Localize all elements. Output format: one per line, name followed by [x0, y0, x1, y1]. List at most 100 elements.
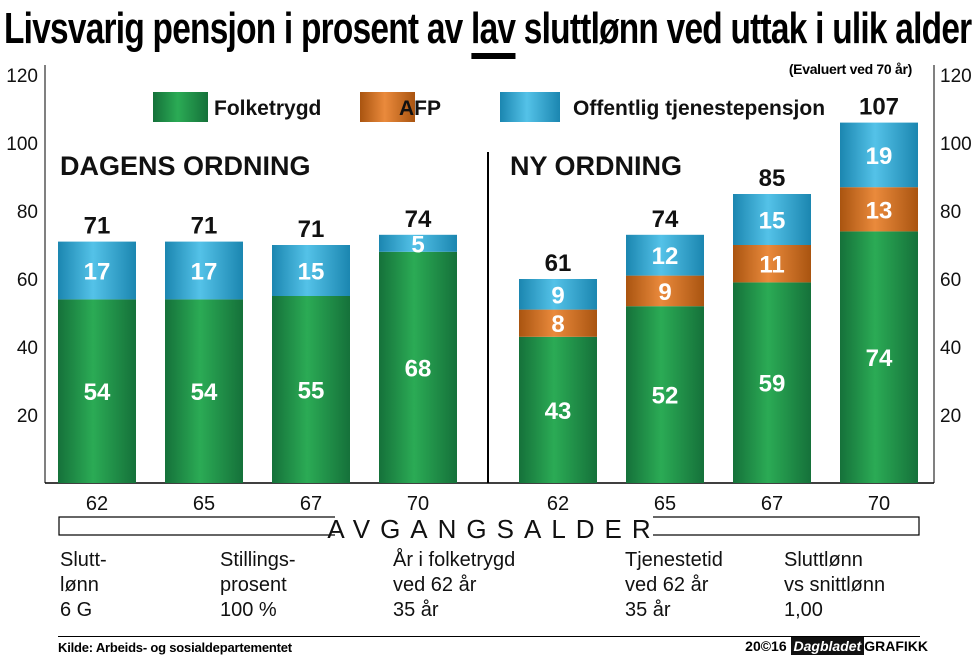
- bar-segment-label: 52: [652, 383, 679, 410]
- bar-segment-label: 13: [866, 197, 893, 224]
- axis-title-background: [335, 512, 653, 542]
- title-part-1: Livsvarig pensjon i prosent av: [4, 4, 472, 53]
- panel-title-dagens: DAGENS ORDNING: [60, 151, 311, 181]
- bar-segment-offentlig-tjenestepensjon: [840, 122, 918, 188]
- bar-segment-label: 5: [411, 231, 424, 258]
- bar-segment-folketrygd: [165, 299, 243, 483]
- parameter-line: År i folketrygd: [393, 549, 516, 571]
- x-tick-label: 65: [654, 493, 676, 515]
- bar-segment-offentlig-tjenestepensjon: [58, 241, 136, 300]
- bar-segment-label: 43: [545, 398, 572, 425]
- y-tick-label-left: 20: [17, 406, 38, 427]
- parameter-stillingsprosent: Stillings- prosent 100 %: [220, 548, 296, 623]
- x-axis-title: AVGANGSALDER: [327, 514, 660, 544]
- bar-segment-label: 12: [652, 243, 679, 270]
- parameter-line: ved 62 år: [393, 574, 477, 596]
- credit-year: 20©16: [745, 638, 787, 654]
- title-underlined-word: lav: [471, 4, 516, 53]
- x-tick-label: 70: [868, 493, 890, 515]
- bar-segment-label: 11: [759, 252, 784, 279]
- bar-segment-afp: [626, 275, 704, 307]
- bar-segment-offentlig-tjenestepensjon: [165, 241, 243, 300]
- parameter-line: ved 62 år: [625, 574, 709, 596]
- bar-segment-label: 74: [866, 345, 893, 372]
- bar-total-label: 71: [84, 213, 111, 240]
- bar-segment-folketrygd: [379, 251, 457, 483]
- bar-segment-offentlig-tjenestepensjon: [379, 234, 457, 252]
- parameter-value: 35 år: [625, 599, 671, 621]
- bar-segment-label: 54: [191, 379, 218, 406]
- bar-segment-offentlig-tjenestepensjon: [626, 234, 704, 276]
- parameter-line: Slutt-: [60, 549, 107, 571]
- bar-segment-folketrygd: [519, 336, 597, 483]
- parameter-tjenestetid: Tjenestetid ved 62 år 35 år: [625, 548, 723, 623]
- source-note: Kilde: Arbeids- og sosialdepartementet: [58, 640, 292, 655]
- bar-segment-label: 8: [551, 311, 564, 338]
- legend-label: Offentlig tjenestepensjon: [573, 97, 825, 120]
- parameter-value: 100 %: [220, 599, 277, 621]
- y-tick-label-left: 100: [6, 134, 38, 155]
- credit-dept: GRAFIKK: [864, 638, 928, 654]
- y-tick-label-left: 60: [17, 270, 38, 291]
- bar-segment-offentlig-tjenestepensjon: [519, 279, 597, 310]
- bar-segment-label: 54: [84, 379, 111, 406]
- bar-segment-folketrygd: [840, 231, 918, 483]
- bar-segment-label: 9: [658, 279, 671, 306]
- bar-total-label: 61: [545, 250, 572, 277]
- parameter-line: lønn: [60, 574, 99, 596]
- parameter-line: prosent: [220, 574, 287, 596]
- parameter-line: vs snittlønn: [784, 574, 886, 596]
- bar-segment-folketrygd: [626, 306, 704, 483]
- chart-subtitle: (Evaluert ved 70 år): [788, 61, 912, 77]
- y-tick-label-right: 60: [940, 270, 961, 291]
- chart-title: Livsvarig pensjon i prosent av lav slutt…: [4, 0, 972, 60]
- bar-segment-folketrygd: [58, 299, 136, 483]
- parameter-line: Sluttlønn: [784, 549, 863, 571]
- x-tick-label: 67: [761, 493, 783, 515]
- parameter-sluttlonn-vs-snittlonn: Sluttlønn vs snittlønn 1,00: [784, 548, 885, 623]
- parameter-value: 35 år: [393, 599, 439, 621]
- bar-segment-afp: [519, 309, 597, 337]
- parameter-line: Tjenestetid: [625, 549, 723, 571]
- bar-segment-folketrygd: [272, 296, 350, 483]
- y-tick-label-right: 40: [940, 338, 961, 359]
- bar-segment-label: 15: [759, 208, 786, 235]
- bar-segment-folketrygd: [733, 282, 811, 483]
- bar-segment-label: 59: [759, 371, 786, 398]
- bar-segment-offentlig-tjenestepensjon: [272, 245, 350, 296]
- legend-swatch-afp: [360, 92, 415, 122]
- bar-segment-label: 68: [405, 355, 432, 382]
- y-tick-label-right: 120: [940, 66, 972, 87]
- y-tick-label-left: 40: [17, 338, 38, 359]
- bar-total-label: 107: [859, 94, 899, 121]
- x-tick-label: 67: [300, 493, 322, 515]
- bar-segment-label: 17: [191, 259, 218, 286]
- parameter-value: 6 G: [60, 599, 93, 621]
- x-tick-label: 70: [407, 493, 429, 515]
- x-tick-label: 62: [547, 493, 569, 515]
- bar-total-label: 74: [405, 206, 432, 233]
- bar-segment-label: 55: [298, 378, 325, 405]
- y-tick-label-right: 80: [940, 202, 961, 223]
- legend-swatch-folketrygd: [153, 92, 208, 122]
- legend-label: Folketrygd: [214, 97, 321, 120]
- y-tick-label-right: 20: [940, 406, 961, 427]
- bar-total-label: 71: [191, 213, 218, 240]
- bar-segment-label: 19: [866, 143, 893, 170]
- y-tick-label-left: 80: [17, 202, 38, 223]
- panel-title-ny: NY ORDNING: [510, 151, 682, 181]
- bar-segment-label: 9: [551, 282, 564, 309]
- bar-segment-afp: [840, 187, 918, 232]
- bar-segment-label: 17: [84, 259, 111, 286]
- bar-total-label: 74: [652, 206, 679, 233]
- y-tick-label-right: 100: [940, 134, 972, 155]
- legend-label: AFP: [399, 97, 441, 120]
- bar-segment-offentlig-tjenestepensjon: [733, 194, 811, 245]
- legend-swatch-offentlig-tjenestepensjon: [500, 92, 560, 122]
- x-tick-label: 65: [193, 493, 215, 515]
- bar-total-label: 71: [298, 216, 325, 243]
- title-part-2: sluttlønn ved uttak i ulik alder: [515, 4, 972, 53]
- footer-divider: [58, 636, 920, 637]
- parameter-line: Stillings-: [220, 549, 296, 571]
